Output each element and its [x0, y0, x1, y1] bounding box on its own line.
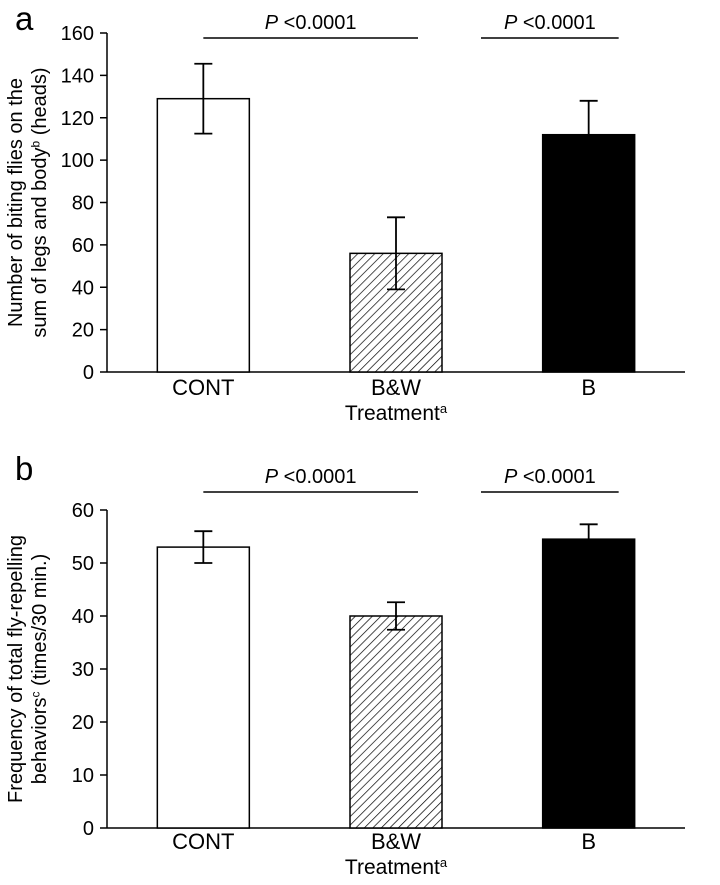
y-tick-label: 80 [72, 193, 94, 215]
x-tick-label: B&W [371, 375, 421, 400]
y-tick-label: 20 [72, 712, 94, 734]
x-tick-label: CONT [172, 375, 234, 400]
x-axis-title: Treatmenta [345, 401, 448, 425]
x-tick-label: CONT [172, 829, 234, 854]
chart-biting-flies: 0 20 40 60 80 100 120 140 160 CONT B&W B Treatmenta N… [5, 12, 685, 425]
y-tick-label: 30 [72, 659, 94, 681]
y-axis-title: sum of legs and bodyb (heads) [28, 67, 51, 337]
y-tick-label: 60 [72, 235, 94, 257]
bar-1 [349, 615, 443, 829]
significance-label: P <0.0001 [504, 466, 596, 488]
y-tick-label: 0 [83, 362, 94, 384]
panel-a-letter: a [15, 0, 34, 37]
significance-label: P <0.0001 [265, 466, 357, 488]
x-tick-label: B [581, 829, 596, 854]
bar-2 [541, 133, 636, 373]
significance-label: P <0.0001 [265, 12, 357, 34]
y-axis-title: Number of biting flies on the [5, 78, 27, 327]
y-tick-label: 120 [61, 108, 94, 130]
x-axis-title: Treatmenta [345, 855, 448, 879]
y-axis-title: Frequency of total fly-repelling [5, 535, 27, 803]
bar-0 [156, 97, 251, 373]
x-tick-label: B&W [371, 829, 421, 854]
y-tick-label: 20 [72, 320, 94, 342]
significance-label: P <0.0001 [504, 12, 596, 34]
y-tick-label: 60 [72, 500, 94, 522]
y-tick-label: 40 [72, 277, 94, 299]
x-tick-label: B [581, 375, 596, 400]
bar-2 [541, 538, 636, 829]
y-axis-title: behaviorsc (times/30 min.) [28, 554, 51, 785]
bar-0 [156, 546, 251, 829]
y-tick-label: 40 [72, 606, 94, 628]
y-tick-label: 50 [72, 553, 94, 575]
y-tick-label: 0 [83, 818, 94, 840]
y-tick-label: 10 [72, 765, 94, 787]
y-tick-label: 160 [61, 23, 94, 45]
y-tick-label: 100 [61, 150, 94, 172]
panel-b-letter: b [15, 450, 34, 487]
chart-fly-repelling-behaviors: 0 10 20 30 40 50 60 CONT B&W B Treatmenta Frequency… [5, 466, 685, 879]
y-tick-label: 140 [61, 65, 94, 87]
